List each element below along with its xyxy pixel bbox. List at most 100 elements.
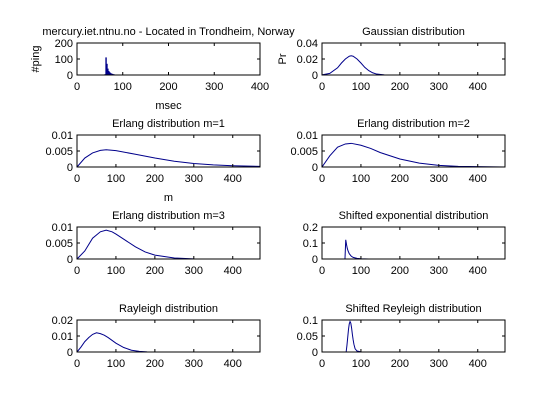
- bar: [107, 68, 109, 75]
- y-tick-label: 0: [312, 347, 318, 359]
- y-tick-label: 0: [67, 162, 73, 174]
- x-tick-label: 0: [74, 358, 80, 370]
- bar: [111, 73, 114, 75]
- x-tick-label: 100: [107, 358, 125, 370]
- y-tick-label: 0.2: [303, 222, 318, 234]
- y-tick-label: 0.01: [52, 130, 73, 142]
- y-tick-label: 0: [67, 347, 73, 359]
- series-line: [321, 142, 506, 168]
- x-tick-label: 400: [224, 358, 242, 370]
- x-tick-label: 0: [319, 358, 325, 370]
- x-tick-label: 400: [251, 81, 269, 93]
- y-tick-label: 200: [55, 38, 73, 50]
- chart-title: Rayleigh distribution: [119, 303, 218, 315]
- axes-box: [76, 226, 261, 260]
- bar: [106, 63, 108, 75]
- chart-title: Shifted Reyleigh distribution: [345, 303, 481, 315]
- y-tick-label: 0: [312, 162, 318, 174]
- panel-erlang2: 0 100 200 300 400 0 0.005 0.01 Erlang distributi…: [290, 118, 506, 185]
- x-tick-label: 0: [319, 173, 325, 185]
- x-tick-label: 300: [430, 173, 448, 185]
- x-tick-label: 400: [469, 358, 487, 370]
- y-tick-label: 0.005: [45, 146, 73, 158]
- x-tick-label: 100: [107, 265, 125, 277]
- chart-title: Gaussian distribution: [362, 26, 465, 38]
- y-tick-label: 100: [55, 54, 73, 66]
- bar: [105, 57, 107, 75]
- chart-title: Erlang distribution m=2: [357, 118, 470, 130]
- panel-ping: 0 100 200 300 4000100200mercury.iet.ntnu.no …: [30, 26, 295, 112]
- panel-rayleigh: 0 100 200 300 400 0 0.01 0.02 Rayleigh distribut…: [52, 303, 261, 370]
- x-tick-label: 200: [391, 173, 409, 185]
- x-tick-label: 300: [430, 265, 448, 277]
- x-tick-label: 400: [224, 265, 242, 277]
- series-line: [322, 239, 463, 260]
- x-tick-label: 0: [74, 265, 80, 277]
- panel-gauss: 0 100 200 300 400 0 0.02 0.04 Gaussian distribut…: [277, 26, 506, 93]
- y-axis-label: #ping: [30, 46, 42, 73]
- y-tick-label: 0.02: [297, 54, 318, 66]
- x-axis-label: m: [164, 192, 173, 204]
- axes-box: [76, 134, 261, 168]
- y-tick-label: 0: [67, 254, 73, 266]
- axes-box: [76, 319, 261, 353]
- y-tick-label: 0.01: [52, 331, 73, 343]
- y-tick-label: 0.005: [290, 146, 318, 158]
- series-line: [76, 229, 260, 260]
- x-tick-label: 0: [74, 173, 80, 185]
- x-tick-label: 300: [430, 358, 448, 370]
- y-tick-label: 0.05: [297, 331, 318, 343]
- y-tick-label: 0: [312, 70, 318, 82]
- panel-shiftray: 0 100 200 300 400 0 0.05 0.1 Shifted Reyleigh di…: [297, 303, 506, 370]
- x-tick-label: 0: [319, 81, 325, 93]
- series-line: [76, 149, 261, 168]
- bar: [109, 73, 112, 75]
- axes-box: [76, 42, 261, 76]
- x-tick-label: 400: [224, 173, 242, 185]
- axes-box: [321, 42, 506, 76]
- x-tick-label: 200: [391, 81, 409, 93]
- panel-shiftexp: 0 100 200 300 400 0 0.1 0.2 Shifted exponential …: [303, 210, 506, 277]
- chart-title: mercury.iet.ntnu.no - Located in Trondhe…: [42, 26, 295, 38]
- x-tick-label: 400: [469, 265, 487, 277]
- y-tick-label: 0.02: [52, 315, 73, 327]
- x-tick-label: 300: [185, 358, 203, 370]
- series-line: [322, 320, 505, 353]
- x-tick-label: 0: [319, 265, 325, 277]
- x-tick-label: 300: [430, 81, 448, 93]
- x-tick-label: 200: [391, 265, 409, 277]
- x-tick-label: 300: [205, 81, 223, 93]
- x-tick-label: 100: [352, 358, 370, 370]
- y-tick-label: 0.01: [52, 222, 73, 234]
- chart-title: Erlang distribution m=1: [112, 118, 225, 130]
- bar: [109, 72, 111, 75]
- x-tick-label: 100: [352, 81, 370, 93]
- y-tick-label: 0.1: [303, 315, 318, 327]
- y-tick-label: 0.04: [297, 38, 318, 50]
- x-axis-label: msec: [155, 100, 182, 112]
- x-tick-label: 100: [352, 173, 370, 185]
- chart-title: Erlang distribution m=3: [112, 210, 225, 222]
- y-tick-label: 0.005: [45, 238, 73, 250]
- panel-erlang3: 0 100 200 300 400 0 0.005 0.01 Erlang distributi…: [45, 210, 261, 277]
- y-tick-label: 0: [312, 254, 318, 266]
- x-tick-label: 0: [74, 81, 80, 93]
- y-tick-label: 0: [67, 70, 73, 82]
- x-tick-label: 100: [352, 265, 370, 277]
- x-tick-label: 100: [114, 81, 132, 93]
- bar: [108, 71, 110, 75]
- x-tick-label: 100: [107, 173, 125, 185]
- x-tick-label: 300: [185, 173, 203, 185]
- series-line: [321, 55, 408, 76]
- x-tick-label: 300: [185, 265, 203, 277]
- chart-title: Shifted exponential distribution: [339, 210, 489, 222]
- y-axis-label: Pr: [277, 53, 289, 64]
- x-tick-label: 200: [159, 81, 177, 93]
- x-tick-label: 200: [146, 173, 164, 185]
- x-tick-label: 400: [469, 173, 487, 185]
- x-tick-label: 200: [146, 358, 164, 370]
- y-tick-label: 0.01: [297, 130, 318, 142]
- panel-erlang1: 0 100 200 300 400 0 0.005 0.01 Erlang distributi…: [45, 118, 261, 204]
- x-tick-label: 200: [146, 265, 164, 277]
